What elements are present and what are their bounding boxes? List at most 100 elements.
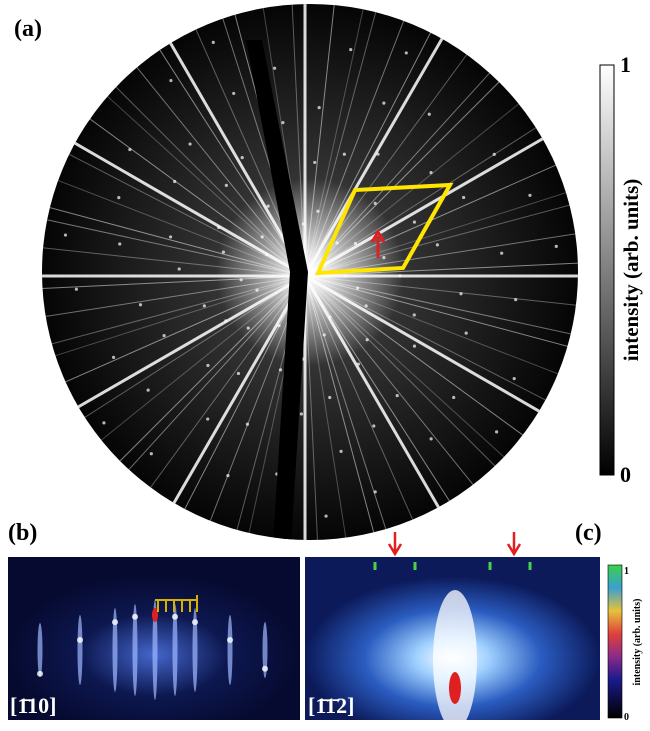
streak <box>398 274 401 277</box>
streak <box>528 194 531 197</box>
streak <box>343 274 346 277</box>
streak <box>372 424 375 427</box>
streak <box>349 48 352 51</box>
streak <box>328 315 331 318</box>
panel-label: (b) <box>8 520 37 546</box>
streak <box>374 490 377 493</box>
streak <box>493 153 496 156</box>
streak <box>237 372 240 375</box>
streak <box>452 396 455 399</box>
streak <box>217 226 220 229</box>
streak <box>323 333 326 336</box>
streak <box>102 421 105 424</box>
streak <box>261 235 264 238</box>
streak <box>279 368 282 371</box>
streak <box>226 474 229 477</box>
streak <box>228 615 233 685</box>
streak <box>273 67 276 70</box>
streak <box>382 102 385 105</box>
streak <box>313 161 316 164</box>
streak <box>240 278 243 281</box>
streak <box>356 287 359 290</box>
streak <box>459 292 462 295</box>
zone-axis: [1̄10] <box>10 693 56 718</box>
colorbar-max: 1 <box>620 52 631 77</box>
streak <box>112 619 118 625</box>
colorbar <box>608 565 622 718</box>
streak <box>405 51 408 54</box>
streak <box>139 303 142 306</box>
streak <box>246 423 249 426</box>
streak <box>262 666 268 672</box>
streak <box>429 171 432 174</box>
colorbar-title: intensity (arb. units) <box>632 599 643 686</box>
zone-axis: [1̄1̄2] <box>308 693 354 718</box>
streak <box>169 235 172 238</box>
streak <box>316 210 319 213</box>
streak <box>300 412 303 415</box>
streak <box>354 242 357 245</box>
streak <box>513 377 516 380</box>
streak <box>178 267 181 270</box>
streak <box>302 222 305 225</box>
streak <box>436 243 439 246</box>
streak <box>335 241 338 244</box>
streak <box>118 242 121 245</box>
streak <box>318 106 321 109</box>
streak <box>514 298 517 301</box>
panel-label: (c) <box>575 520 602 546</box>
specular-spot <box>449 672 461 704</box>
streak <box>247 326 250 329</box>
streak <box>255 289 258 292</box>
streak <box>227 637 233 643</box>
streak <box>265 253 268 256</box>
figure: (a) 1 0 intensity (arb. units) (b) [1̄10… <box>0 0 650 731</box>
streak <box>324 514 327 517</box>
streak <box>428 113 431 116</box>
streak <box>462 196 465 199</box>
streak <box>328 396 331 399</box>
streak <box>147 389 150 392</box>
streak <box>500 252 503 255</box>
streak <box>212 41 215 44</box>
streak <box>192 619 198 625</box>
streak <box>112 356 115 359</box>
colorbar-max: 1 <box>624 566 629 577</box>
streak <box>206 417 209 420</box>
red-arrow <box>389 532 520 554</box>
streak <box>128 148 131 151</box>
streak <box>37 671 43 677</box>
streak <box>413 344 416 347</box>
streak <box>366 338 369 341</box>
streak <box>150 452 153 455</box>
streak <box>277 324 280 327</box>
streak <box>241 156 244 159</box>
streak <box>365 304 368 307</box>
streak <box>495 430 498 433</box>
streak <box>203 304 206 307</box>
streak <box>169 79 172 82</box>
streak <box>267 205 270 208</box>
streak <box>222 251 225 254</box>
streak <box>172 614 178 620</box>
streak <box>465 332 468 335</box>
streak <box>232 92 235 95</box>
streak <box>555 245 558 248</box>
streak <box>132 614 138 620</box>
streak <box>206 364 209 367</box>
streak <box>117 196 120 199</box>
streak <box>75 288 78 291</box>
colorbar-min: 0 <box>624 712 629 723</box>
streak <box>78 615 83 685</box>
streak <box>396 394 399 397</box>
streak <box>64 233 67 236</box>
streak <box>374 202 377 205</box>
streak <box>224 319 227 322</box>
streak <box>188 142 191 145</box>
streak <box>343 153 346 156</box>
streak <box>357 362 360 365</box>
panel-label: (a) <box>14 16 42 42</box>
figure-canvas: (a) 1 0 intensity (arb. units) (b) [1̄10… <box>0 0 650 731</box>
streak <box>162 334 165 337</box>
streak <box>77 637 83 643</box>
